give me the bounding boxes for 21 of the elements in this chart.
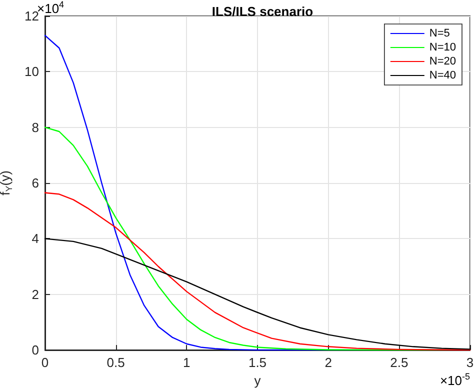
x-tick-label: 0 xyxy=(41,355,49,370)
y-tick-label: 6 xyxy=(32,176,39,190)
chart-title: ILS/ILS scenario xyxy=(212,4,314,19)
y-axis-title: fY(y) xyxy=(0,170,14,196)
x-tick-label: 2 xyxy=(324,355,332,370)
y-tick-label: 8 xyxy=(32,120,39,135)
x-tick-label: 0.5 xyxy=(106,355,125,370)
x-tick-label: 3 xyxy=(466,355,474,370)
x-tick-label: 1.5 xyxy=(248,355,267,370)
y-tick-label: 2 xyxy=(32,286,39,302)
legend-label: N=20 xyxy=(429,56,456,68)
legend-label: N=5 xyxy=(429,28,450,40)
y-tick-label: 0 xyxy=(32,342,39,358)
y-tick-label: 12 xyxy=(24,8,39,24)
y-tick-label: 4 xyxy=(32,231,39,246)
legend-label: N=40 xyxy=(429,70,456,82)
x-axis-title: y xyxy=(254,372,262,388)
x-tick-label: 1 xyxy=(183,355,190,370)
y-tick-label: 10 xyxy=(24,64,39,80)
legend-label: N=10 xyxy=(429,42,456,54)
x-tick-label: 2.5 xyxy=(390,355,408,370)
